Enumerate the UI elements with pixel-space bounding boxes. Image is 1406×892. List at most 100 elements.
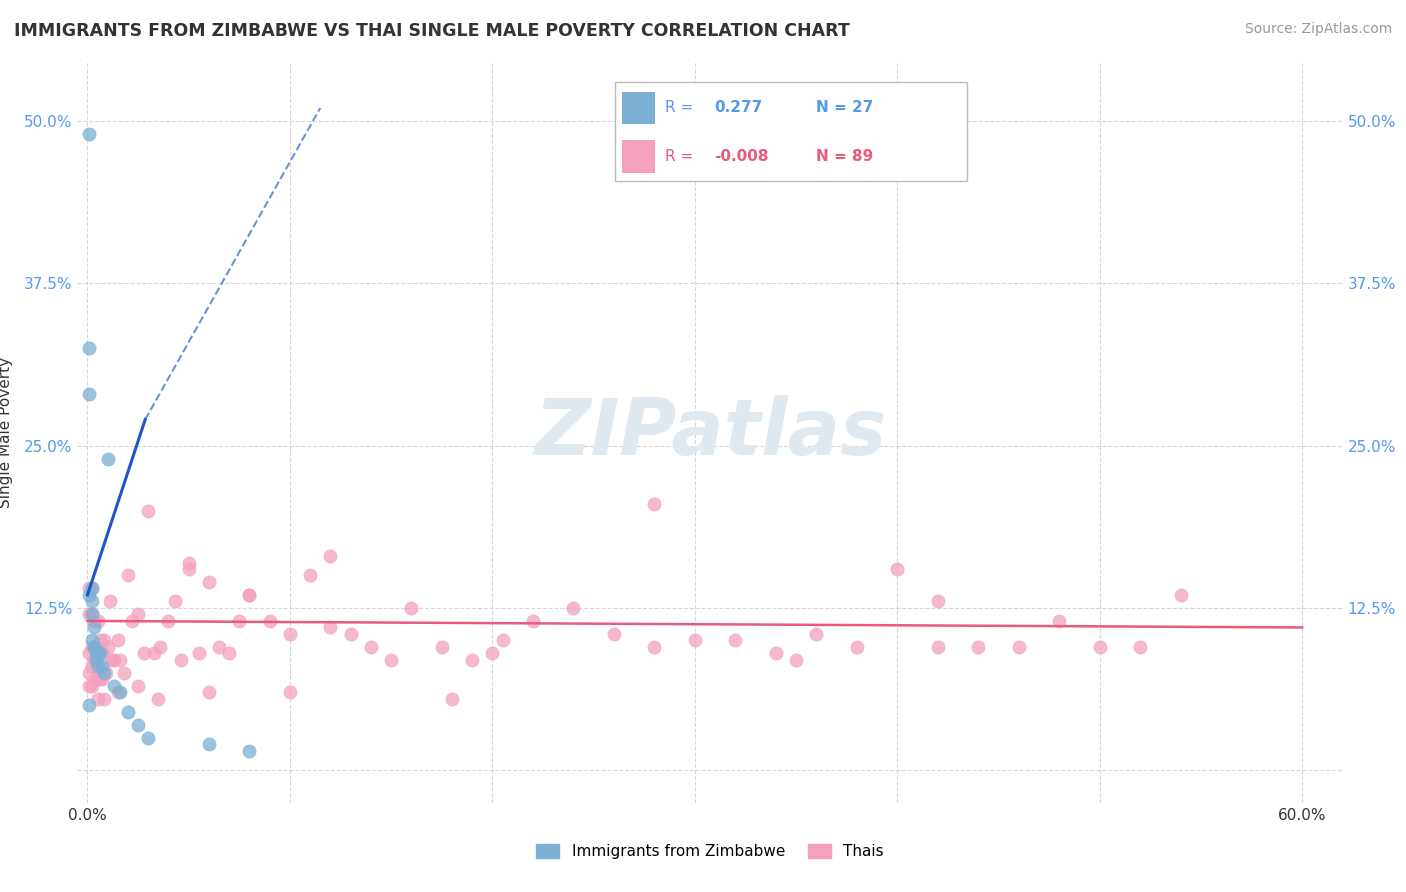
Point <box>84 673 107 687</box>
Point <box>80 633 103 648</box>
Point <box>765 647 787 661</box>
Text: N = 89: N = 89 <box>815 149 873 164</box>
Point <box>238 588 260 602</box>
Point <box>103 679 125 693</box>
Point <box>149 640 172 654</box>
Point <box>83 614 105 628</box>
Point <box>83 640 105 654</box>
Text: -0.008: -0.008 <box>714 149 768 164</box>
Point <box>198 685 221 699</box>
Point <box>98 594 121 608</box>
Text: Source: ZipAtlas.com: Source: ZipAtlas.com <box>1244 22 1392 37</box>
Point <box>117 705 139 719</box>
Point <box>93 665 115 680</box>
Point <box>724 633 747 648</box>
Point <box>100 653 122 667</box>
Point <box>259 614 281 628</box>
Point <box>562 601 585 615</box>
Point <box>117 568 139 582</box>
Point <box>127 679 149 693</box>
Point <box>440 692 463 706</box>
Point <box>79 607 101 622</box>
Point <box>461 653 484 667</box>
Point <box>380 653 402 667</box>
Point <box>83 640 105 654</box>
Y-axis label: Single Male Poverty: Single Male Poverty <box>0 357 13 508</box>
Point <box>90 647 112 661</box>
Point <box>90 659 112 673</box>
Point <box>360 640 382 654</box>
Point <box>238 588 260 602</box>
Point <box>103 653 125 667</box>
Point <box>522 614 544 628</box>
Point <box>79 127 101 141</box>
Point <box>86 659 108 673</box>
Point <box>93 633 115 648</box>
Point <box>177 562 200 576</box>
FancyBboxPatch shape <box>616 82 966 181</box>
Point <box>108 653 131 667</box>
Point <box>89 673 111 687</box>
Point <box>218 647 240 661</box>
Point <box>169 653 191 667</box>
Point <box>1170 588 1192 602</box>
Point <box>80 594 103 608</box>
Point <box>886 562 908 576</box>
Text: N = 27: N = 27 <box>815 101 873 115</box>
Point <box>86 692 108 706</box>
Point <box>93 692 115 706</box>
Point <box>80 607 103 622</box>
Point <box>806 627 828 641</box>
Point <box>643 497 665 511</box>
Point <box>79 647 101 661</box>
Point <box>163 594 186 608</box>
Point <box>136 503 159 517</box>
Point <box>108 685 131 699</box>
Point <box>112 665 135 680</box>
Point <box>187 647 209 661</box>
Point <box>80 679 103 693</box>
Point <box>319 620 342 634</box>
Point <box>89 633 111 648</box>
Text: R =: R = <box>665 149 693 164</box>
Text: 0.277: 0.277 <box>714 101 762 115</box>
Point <box>79 679 101 693</box>
Point <box>148 692 170 706</box>
Point <box>80 582 103 596</box>
Point <box>319 549 342 563</box>
Point <box>228 614 250 628</box>
Point <box>107 685 129 699</box>
Point <box>84 640 107 654</box>
Point <box>121 614 143 628</box>
Point <box>83 653 105 667</box>
Point <box>1047 614 1070 628</box>
Point <box>86 647 108 661</box>
Point <box>80 582 103 596</box>
Point <box>785 653 807 667</box>
Point <box>339 627 361 641</box>
Point <box>136 731 159 745</box>
Point <box>80 640 103 654</box>
Point <box>127 718 149 732</box>
Point <box>79 386 101 401</box>
Legend: Immigrants from Zimbabwe, Thais: Immigrants from Zimbabwe, Thais <box>530 838 890 865</box>
Point <box>83 620 105 634</box>
Point <box>1129 640 1152 654</box>
Point <box>143 647 166 661</box>
Point <box>79 588 101 602</box>
Point <box>1008 640 1031 654</box>
Point <box>198 574 221 589</box>
Point <box>86 614 108 628</box>
Point <box>177 556 200 570</box>
Point <box>134 647 156 661</box>
Text: R =: R = <box>665 101 693 115</box>
Point <box>481 647 503 661</box>
Point <box>97 451 120 466</box>
Point <box>603 627 626 641</box>
Point <box>927 594 949 608</box>
Point <box>79 582 101 596</box>
Point <box>491 633 513 648</box>
Point <box>643 640 665 654</box>
Point <box>430 640 453 654</box>
Point <box>80 607 103 622</box>
